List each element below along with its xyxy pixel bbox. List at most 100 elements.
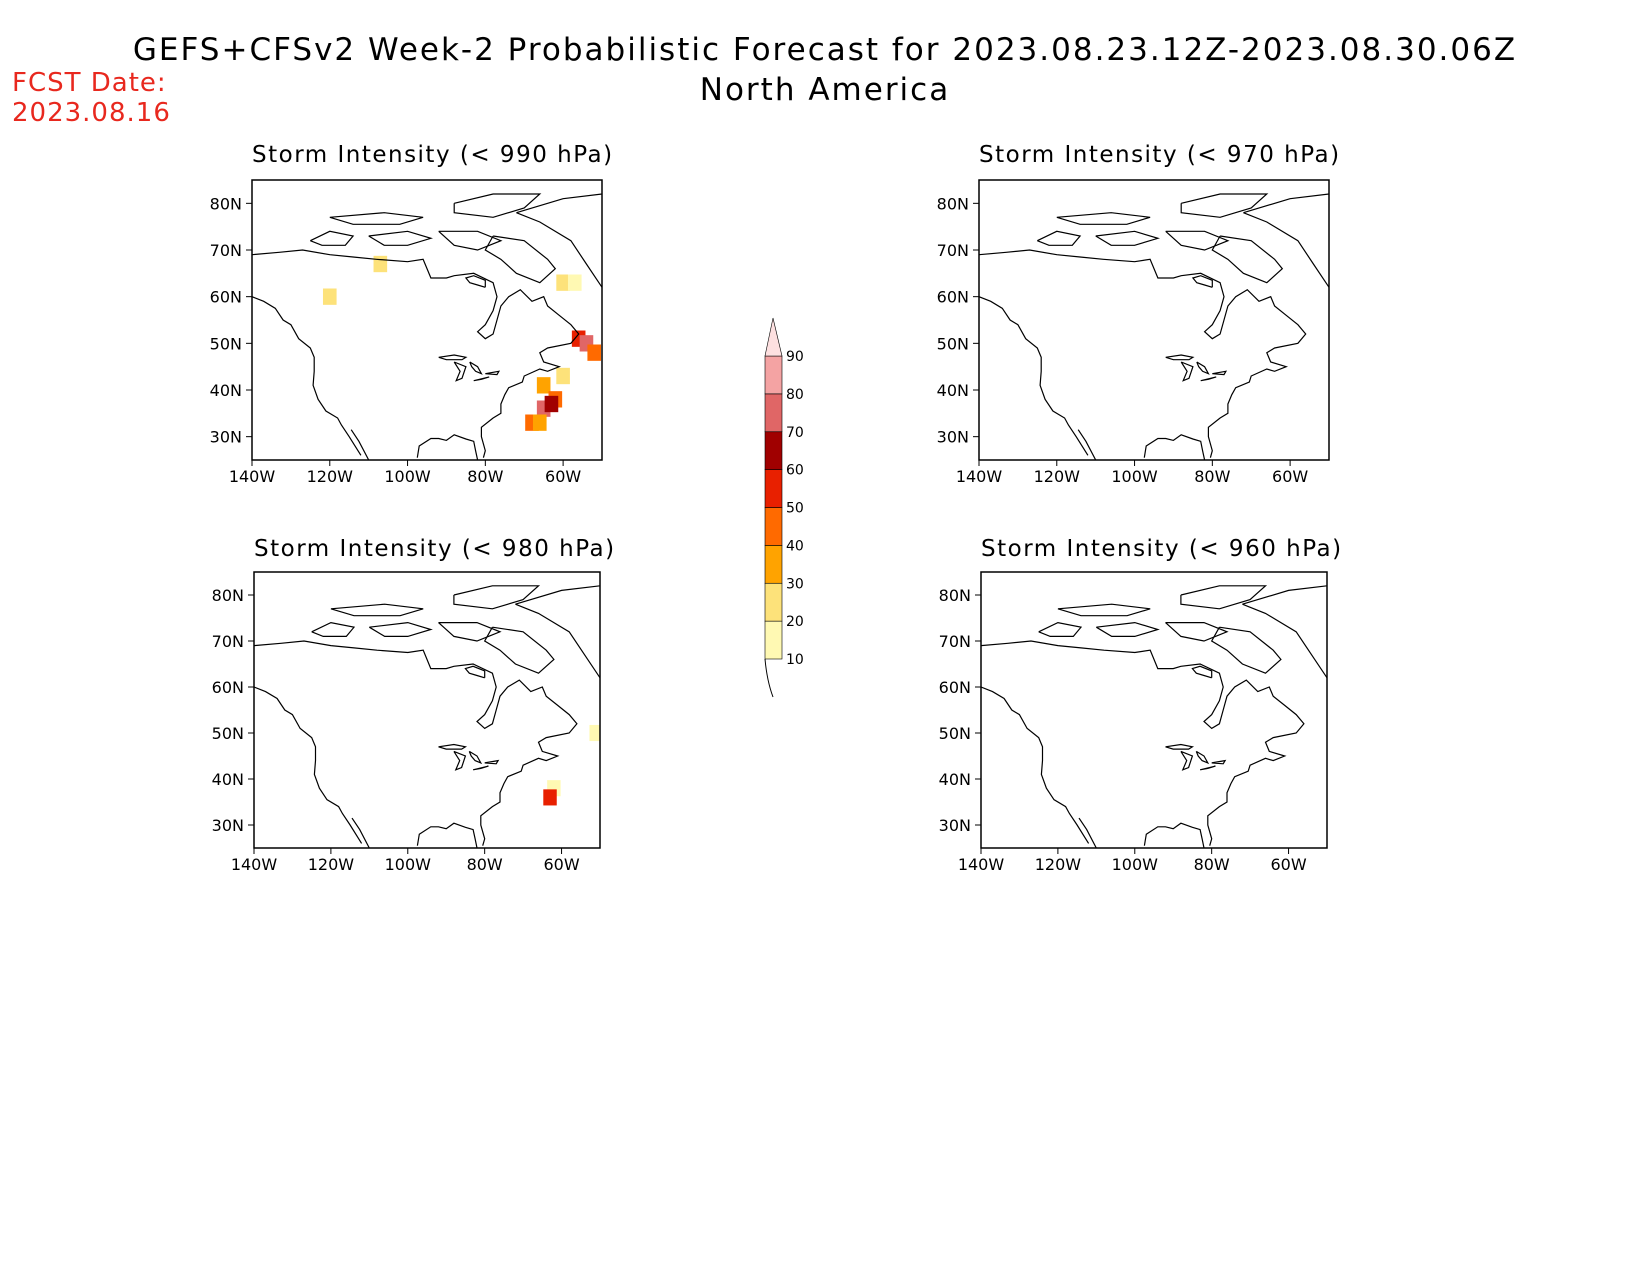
- lat-tick-label: 70N: [210, 241, 242, 260]
- panel-title-960: Storm Intensity (< 960 hPa): [981, 536, 1343, 562]
- colorbar-label: 50: [786, 501, 804, 517]
- main-title-line1: GEFS+CFSv2 Week-2 Probabilistic Forecast…: [132, 32, 1518, 68]
- probability-cell: [544, 395, 559, 413]
- forecast-date-value: 2023.08.16: [12, 98, 171, 128]
- coastline: [484, 759, 500, 765]
- colorbar-swatch: [764, 620, 783, 660]
- lat-tick-label: 40N: [937, 381, 969, 400]
- colorbar-label: 90: [786, 349, 804, 365]
- coastline: [1180, 361, 1194, 382]
- lat-tick-label: 80N: [210, 194, 242, 213]
- lat-tick-label: 40N: [939, 770, 971, 789]
- coastline: [1242, 585, 1327, 679]
- lat-tick-label: 40N: [212, 770, 244, 789]
- probability-cell: [532, 414, 547, 431]
- coastline: [252, 249, 580, 458]
- coastline: [469, 361, 483, 375]
- coastline: [252, 296, 362, 456]
- map-frame: [978, 179, 1330, 461]
- coastline: [254, 640, 578, 846]
- lat-tick-label: 70N: [212, 632, 244, 651]
- coastline: [1180, 193, 1269, 218]
- colorbar-bottom-extension: [764, 658, 774, 698]
- lon-tick-label: 60W: [545, 467, 581, 486]
- lon-tick-label: 100W: [1111, 467, 1158, 486]
- panel-title-970: Storm Intensity (< 970 hPa): [979, 142, 1341, 168]
- coastline: [438, 354, 468, 361]
- lat-tick-label: 60N: [937, 288, 969, 307]
- coastline: [311, 621, 356, 637]
- lon-tick-label: 140W: [958, 855, 1005, 874]
- map-panel-990: 80N 70N 60N 50N 40N 30N 140W 120W 100W 80W 60W: [210, 179, 603, 486]
- lon-tick-label: 100W: [384, 467, 431, 486]
- coastline: [1078, 817, 1097, 848]
- coastline: [438, 622, 502, 642]
- coastline: [329, 212, 424, 225]
- map-panel-970: 80N 70N 60N 50N 40N 30N 140W 120W 100W 80W 60W: [937, 179, 1330, 486]
- lat-tick-label: 70N: [939, 632, 971, 651]
- lat-tick-label: 70N: [937, 241, 969, 260]
- probability-cell: [556, 367, 570, 385]
- coastline: [1210, 626, 1282, 674]
- coastline: [981, 686, 1090, 844]
- coastline: [515, 585, 600, 679]
- coastline: [473, 376, 490, 382]
- lon-tick-label: 60W: [1270, 855, 1306, 874]
- map-panel-960: 80N 70N 60N 50N 40N 30N 140W 120W 100W 80W 60W: [939, 571, 1328, 874]
- coastline: [1196, 361, 1210, 375]
- lon-tick-label: 80W: [467, 467, 503, 486]
- colorbar-label: 10: [786, 652, 804, 668]
- lat-tick-label: 50N: [939, 724, 971, 743]
- lat-tick-label: 80N: [212, 586, 244, 605]
- colorbar: 10 20 30 40 50 60 70 80 90: [764, 317, 804, 698]
- lat-tick-label: 80N: [939, 586, 971, 605]
- coastline: [1165, 354, 1195, 361]
- probability-cell: [589, 724, 600, 742]
- colorbar-swatch: [764, 469, 783, 508]
- map-panel-980: 80N 70N 60N 50N 40N 30N 140W 120W 100W 80W 60W: [212, 571, 601, 874]
- coastline: [1077, 429, 1097, 460]
- lat-tick-label: 50N: [212, 724, 244, 743]
- lat-tick-label: 60N: [210, 288, 242, 307]
- colorbar-swatch: [764, 355, 783, 395]
- coastline: [1199, 765, 1216, 771]
- probability-cell: [373, 255, 388, 273]
- coastline: [1195, 750, 1210, 765]
- coastline: [368, 621, 433, 637]
- lon-tick-label: 60W: [1272, 467, 1308, 486]
- colorbar-top-extension: [764, 317, 783, 357]
- colorbar-label: 80: [786, 387, 804, 403]
- coastline: [1180, 750, 1194, 771]
- map-frame: [980, 571, 1328, 849]
- coastline: [472, 765, 489, 771]
- coastline: [453, 193, 542, 218]
- coastline: [453, 361, 467, 382]
- coastline: [464, 275, 486, 288]
- colorbar-label: 70: [786, 425, 804, 441]
- coastline: [416, 434, 479, 460]
- lat-tick-label: 80N: [937, 194, 969, 213]
- coastline: [330, 603, 424, 617]
- lat-tick-label: 60N: [939, 678, 971, 697]
- lon-tick-label: 100W: [1112, 855, 1159, 874]
- coastline: [979, 296, 1089, 456]
- coastline: [516, 193, 602, 289]
- lon-tick-label: 140W: [956, 467, 1003, 486]
- coastline: [484, 235, 557, 284]
- lat-tick-label: 30N: [937, 428, 969, 447]
- colorbar-label: 20: [786, 614, 804, 630]
- main-title-line2: North America: [699, 72, 951, 108]
- lon-tick-label: 80W: [1194, 467, 1230, 486]
- colorbar-swatch: [764, 431, 783, 470]
- colorbar-swatch: [764, 582, 783, 622]
- map-frame: [253, 571, 601, 849]
- colorbar-label: 40: [786, 538, 804, 554]
- lat-tick-label: 40N: [210, 381, 242, 400]
- coastline: [1191, 665, 1213, 679]
- colorbar-label: 30: [786, 576, 804, 592]
- lat-tick-label: 30N: [210, 428, 242, 447]
- coastline: [1243, 193, 1329, 289]
- lon-tick-label: 80W: [1194, 855, 1230, 874]
- coastline: [1057, 603, 1151, 617]
- map-frame: [251, 179, 603, 461]
